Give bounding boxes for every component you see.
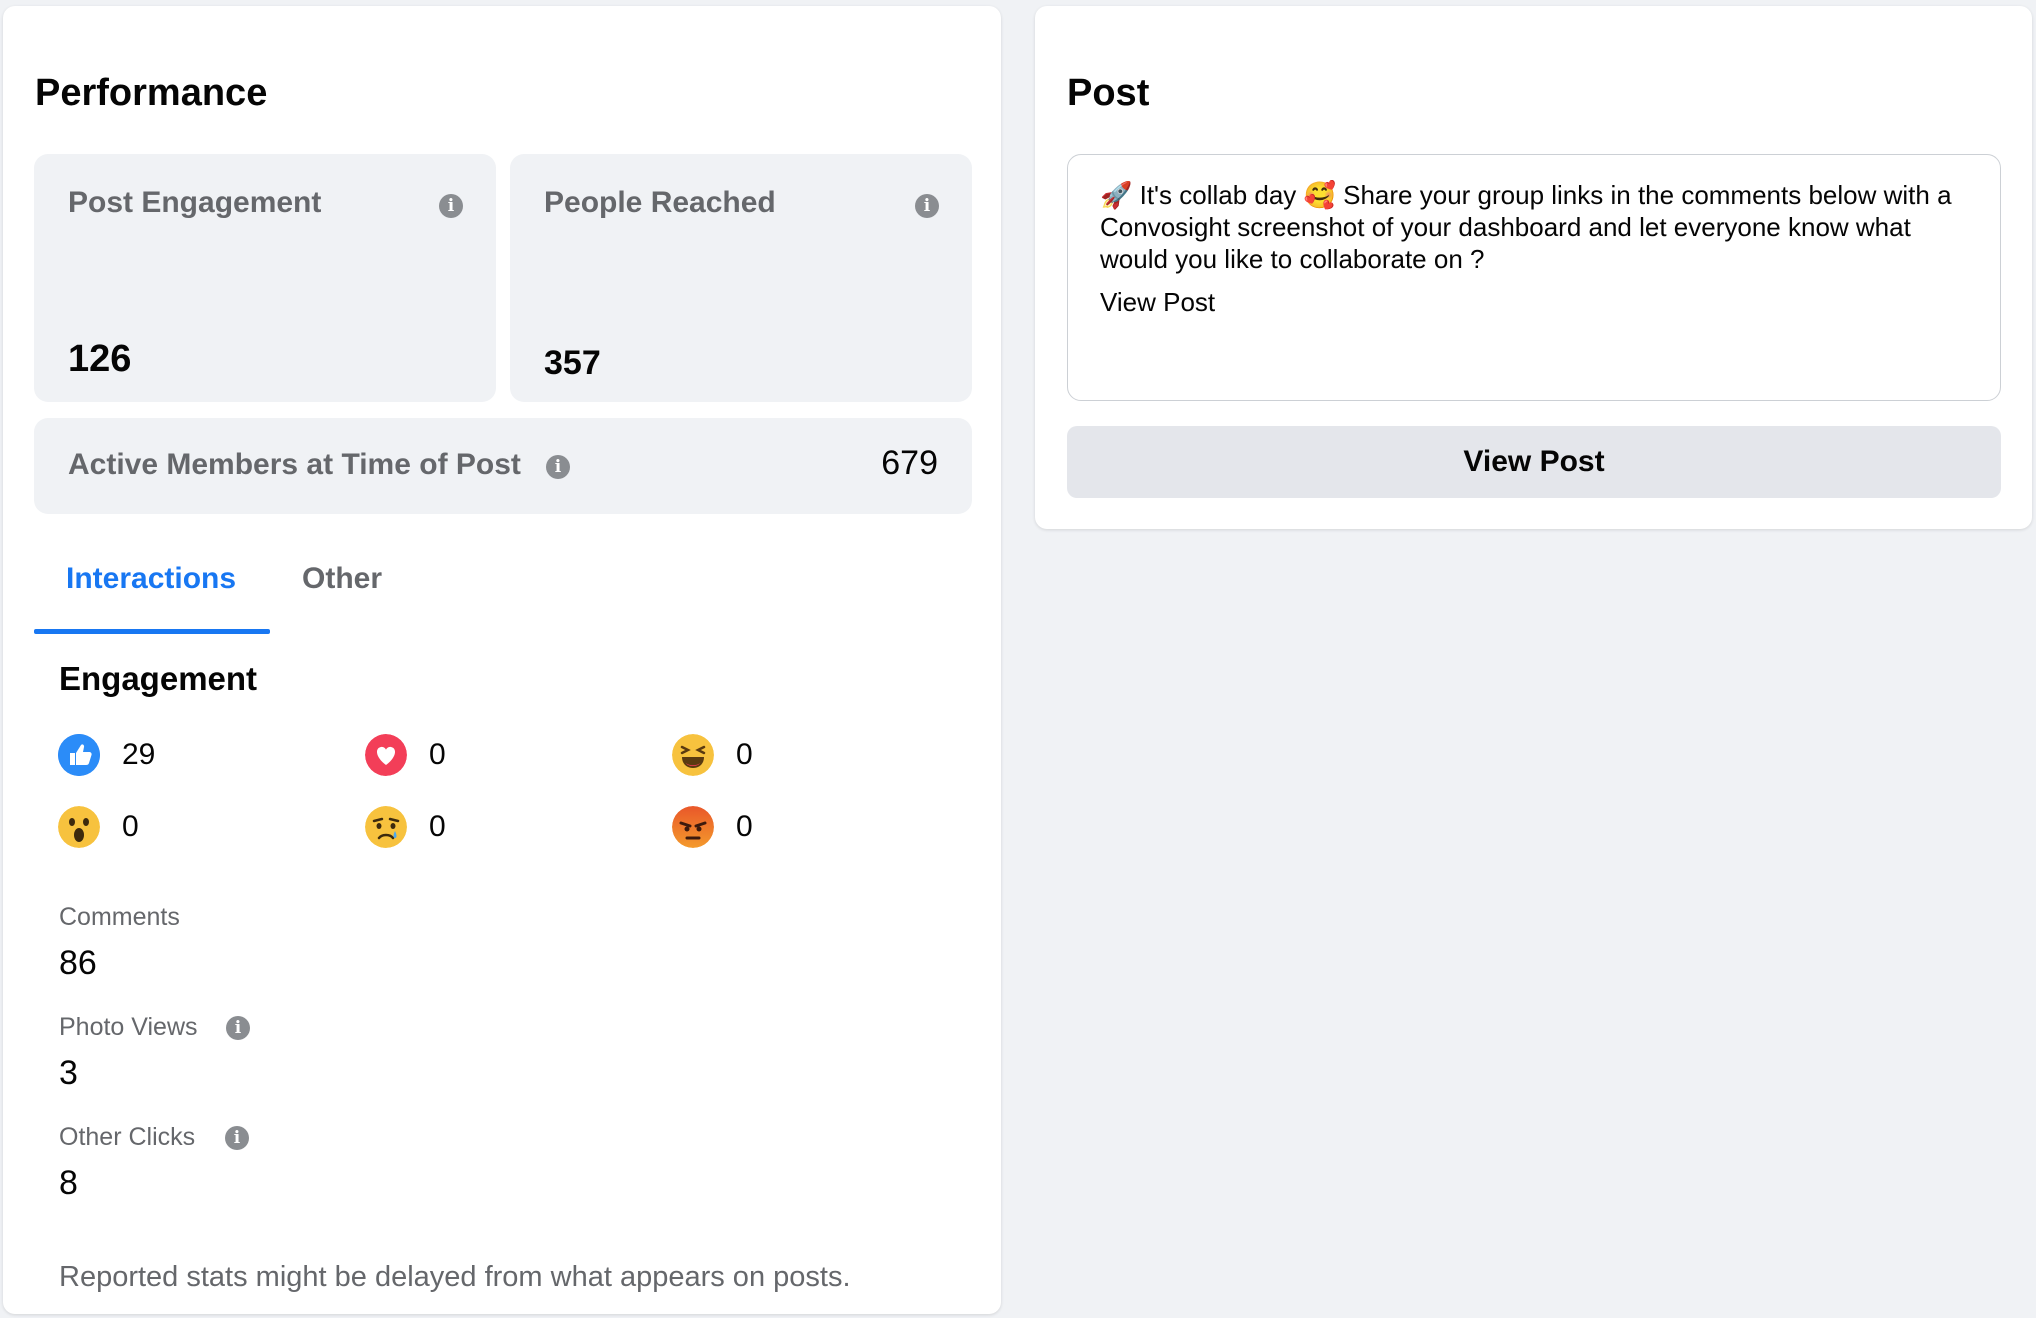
performance-title: Performance: [35, 72, 268, 114]
photo-views-label: Photo Views: [59, 1013, 198, 1041]
reaction-love: 0: [365, 734, 446, 776]
post-text: 🚀 It's collab day 🥰 Share your group lin…: [1100, 180, 1952, 274]
info-icon[interactable]: i: [439, 194, 463, 218]
people-reached-label: People Reached: [544, 186, 776, 219]
reaction-count: 0: [429, 738, 446, 771]
stats-delay-note: Reported stats might be delayed from wha…: [59, 1261, 851, 1293]
tab-other[interactable]: Other: [302, 562, 383, 595]
active-tab-indicator: [34, 629, 270, 634]
post-preview[interactable]: 🚀 It's collab day 🥰 Share your group lin…: [1067, 154, 2001, 401]
post-engagement-label: Post Engagement: [68, 186, 322, 219]
comments-label: Comments: [59, 903, 180, 931]
post-engagement-card: Post Engagement i 126: [34, 154, 496, 402]
other-clicks-value: 8: [59, 1164, 78, 1202]
like-icon: [58, 734, 100, 776]
comments-value: 86: [59, 944, 97, 982]
reaction-count: 0: [429, 810, 446, 843]
reaction-like: 29: [58, 734, 155, 776]
info-icon[interactable]: i: [546, 455, 570, 479]
reaction-sad: 0: [365, 806, 446, 848]
active-members-label: Active Members at Time of Post: [68, 448, 521, 481]
wow-icon: [58, 806, 100, 848]
view-post-button[interactable]: View Post: [1067, 426, 2001, 498]
photo-views-value: 3: [59, 1054, 78, 1092]
tab-interactions[interactable]: Interactions: [66, 562, 237, 595]
reaction-count: 0: [122, 810, 139, 843]
reaction-haha: 0: [672, 734, 753, 776]
info-icon[interactable]: i: [915, 194, 939, 218]
active-members-card: Active Members at Time of Post i 679: [34, 418, 972, 514]
people-reached-card: People Reached i 357: [510, 154, 972, 402]
reaction-wow: 0: [58, 806, 139, 848]
reaction-count: 29: [122, 738, 156, 771]
angry-icon: [672, 806, 714, 848]
haha-icon: [672, 734, 714, 776]
reaction-count: 0: [736, 810, 753, 843]
info-icon[interactable]: i: [225, 1126, 249, 1150]
view-post-link[interactable]: View Post: [1100, 287, 1216, 317]
reaction-count: 0: [736, 738, 753, 771]
sad-icon: [365, 806, 407, 848]
reaction-angry: 0: [672, 806, 753, 848]
active-members-value: 679: [881, 444, 938, 482]
post-title: Post: [1067, 72, 1150, 114]
engagement-title: Engagement: [59, 660, 258, 697]
post-engagement-value: 126: [68, 338, 132, 380]
people-reached-value: 357: [544, 344, 601, 382]
love-icon: [365, 734, 407, 776]
info-icon[interactable]: i: [226, 1016, 250, 1040]
performance-card: Performance Post Engagement i 126 People…: [3, 6, 1001, 1314]
post-card: Post 🚀 It's collab day 🥰 Share your grou…: [1035, 6, 2032, 529]
other-clicks-label: Other Clicks: [59, 1123, 196, 1151]
